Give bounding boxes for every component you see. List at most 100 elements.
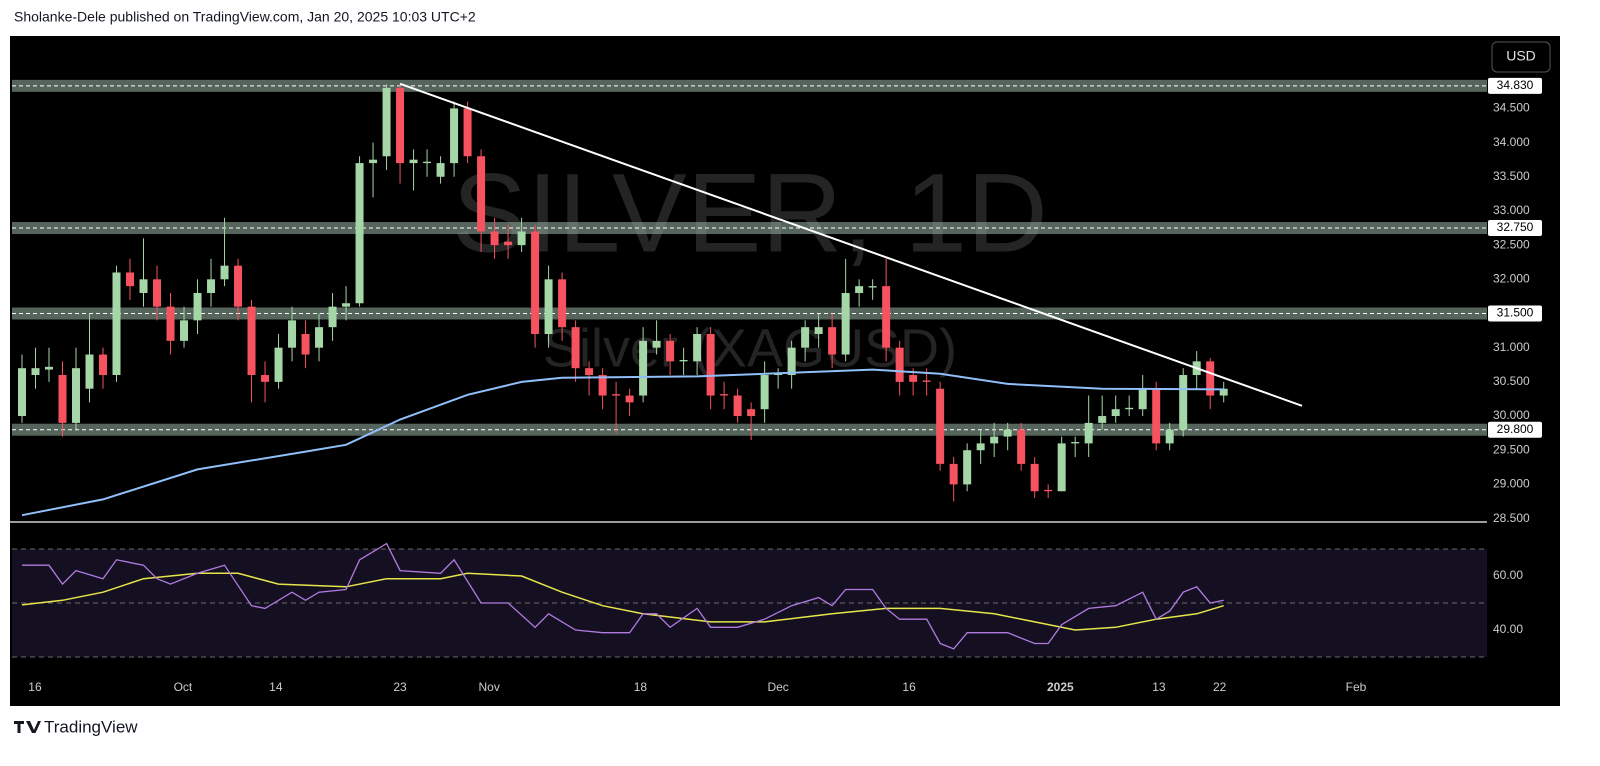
candle-body xyxy=(139,279,148,293)
level-label-box xyxy=(1488,421,1542,438)
y-tick-label: 30.500 xyxy=(1493,374,1530,388)
candle-body xyxy=(1057,443,1066,492)
candle-body xyxy=(990,436,999,444)
candle-body xyxy=(801,327,810,348)
candle-body xyxy=(855,286,864,293)
x-tick-label: 16 xyxy=(902,680,916,694)
y-tick-label: 33.500 xyxy=(1493,169,1530,183)
candle-body xyxy=(787,347,796,376)
candle-body xyxy=(369,159,378,164)
candle-body xyxy=(409,159,418,164)
candle-body xyxy=(868,286,877,288)
candle-body xyxy=(193,292,202,321)
y-tick-label: 32.500 xyxy=(1493,237,1530,251)
candle-body xyxy=(517,231,526,246)
candle-body xyxy=(949,463,958,485)
watermark-subtitle: Silver (XAGUSD) xyxy=(543,318,957,378)
currency-label[interactable]: USD xyxy=(1506,48,1536,64)
candle-body xyxy=(234,265,243,307)
candle-body xyxy=(274,347,283,382)
candle-body xyxy=(355,163,364,304)
candle-body xyxy=(1152,388,1161,444)
candle-body xyxy=(598,375,607,396)
candle-body xyxy=(733,395,742,417)
candle-body xyxy=(679,359,688,362)
currency-button[interactable] xyxy=(1491,41,1551,73)
candle-body xyxy=(1111,409,1120,417)
candle-body xyxy=(1138,388,1147,410)
candle-body xyxy=(652,340,661,348)
x-tick-label: 14 xyxy=(269,680,283,694)
y-tick-label: 29.500 xyxy=(1493,442,1530,456)
trendline xyxy=(399,82,1303,407)
y-tick-label: 33.000 xyxy=(1493,203,1530,217)
candle-body xyxy=(301,334,310,355)
candle-body xyxy=(1003,429,1012,437)
x-tick-label: Feb xyxy=(1346,680,1367,694)
rsi-line xyxy=(22,542,1224,650)
candle-body xyxy=(963,450,972,485)
candle-body xyxy=(342,303,351,307)
x-tick-label: 18 xyxy=(634,680,648,694)
level-label-box xyxy=(1488,305,1542,322)
candle-body xyxy=(463,108,472,157)
candle-body xyxy=(58,375,67,423)
rsi-tick-label: 60.00 xyxy=(1493,568,1523,582)
candle-body xyxy=(382,87,391,157)
candle-body xyxy=(544,279,553,335)
candle-body xyxy=(220,265,229,280)
candle-body xyxy=(666,340,675,362)
candle-body xyxy=(558,279,567,328)
y-tick-label: 34.500 xyxy=(1493,101,1530,115)
candle-body xyxy=(166,306,175,341)
candle-body xyxy=(909,375,918,382)
candle-body xyxy=(841,292,850,355)
x-tick-label: Nov xyxy=(479,680,500,694)
candle-body xyxy=(1165,429,1174,444)
x-tick-label: 16 xyxy=(28,680,42,694)
candle-body xyxy=(922,380,931,382)
candle-body xyxy=(153,279,162,307)
candle-body xyxy=(1030,463,1039,492)
candle-body xyxy=(490,231,499,246)
candle-body xyxy=(1071,442,1080,444)
candle-body xyxy=(585,368,594,376)
candle-body xyxy=(99,354,108,376)
candle-body xyxy=(639,340,648,396)
candle-body xyxy=(895,347,904,382)
candle-body xyxy=(531,231,540,335)
y-tick-label: 34.000 xyxy=(1493,135,1530,149)
header: Sholanke-Dele published on TradingView.c… xyxy=(14,9,476,25)
candle-body xyxy=(571,327,580,369)
candle-body xyxy=(720,394,729,396)
candle-body xyxy=(112,272,121,376)
logo-icon xyxy=(14,721,41,733)
candle-body xyxy=(612,394,621,396)
candle-body xyxy=(207,279,216,293)
y-tick-label: 29.000 xyxy=(1493,477,1530,491)
y-tick-label: 31.000 xyxy=(1493,340,1530,354)
x-tick-label: 13 xyxy=(1152,680,1166,694)
candle-body xyxy=(450,108,459,164)
level-label: 29.800 xyxy=(1497,422,1534,436)
candle-body xyxy=(1084,422,1093,444)
candle-body xyxy=(706,334,715,396)
y-tick-label: 30.000 xyxy=(1493,408,1530,422)
candle-body xyxy=(477,156,486,232)
level-label: 31.500 xyxy=(1497,306,1534,320)
candle-body xyxy=(423,161,432,164)
candle-body xyxy=(1098,416,1107,423)
candle-body xyxy=(85,354,94,389)
candle-body xyxy=(261,375,270,382)
x-tick-label: Dec xyxy=(767,680,788,694)
candle-body xyxy=(288,320,297,348)
tradingview-logo xyxy=(14,721,41,733)
level-label-box xyxy=(1488,220,1542,237)
candle-body xyxy=(504,241,513,246)
candle-body xyxy=(882,286,891,348)
y-tick-label: 28.500 xyxy=(1493,511,1530,525)
candle-body xyxy=(1044,489,1053,492)
candle-body xyxy=(814,327,823,335)
